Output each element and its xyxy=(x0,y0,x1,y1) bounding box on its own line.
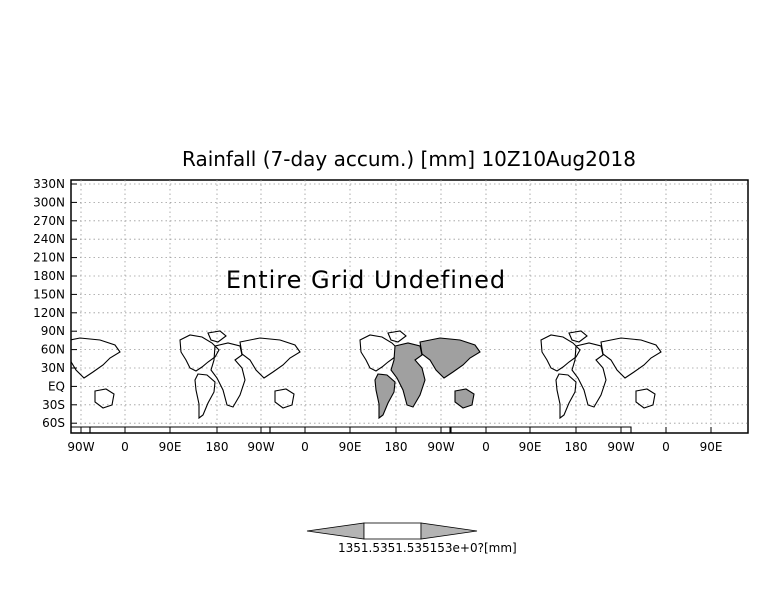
lon-tick-label: 0 xyxy=(301,440,309,454)
southAmerica-outline xyxy=(15,374,35,418)
australia-outline xyxy=(274,388,295,409)
southAmerica-outline xyxy=(555,373,577,420)
world-copy xyxy=(450,330,662,433)
australia-outline xyxy=(94,388,115,409)
lon-tick-label: 180 xyxy=(385,440,408,454)
lon-tick-label: 90E xyxy=(700,440,723,454)
lat-tick-label: 120N xyxy=(33,306,65,320)
colorbar-high-triangle xyxy=(420,522,478,540)
asia-outline xyxy=(419,337,481,379)
lat-tick-label: EQ xyxy=(48,379,65,393)
lat-tick-label: 60S xyxy=(42,416,65,430)
lon-tick-label: 90W xyxy=(67,440,94,454)
lon-tick-label: 90W xyxy=(427,440,454,454)
greenland-outline xyxy=(207,330,227,343)
asia-outline xyxy=(600,337,662,379)
greenland-outline xyxy=(387,330,407,343)
australia-outline xyxy=(454,388,475,409)
lat-tick-label: 90N xyxy=(41,324,65,338)
world-copy xyxy=(0,335,121,433)
lat-tick-label: 180N xyxy=(33,269,65,283)
antarctica-outline xyxy=(450,426,632,433)
lat-tick-label: 150N xyxy=(33,287,65,301)
australia-outline xyxy=(635,388,656,409)
asia-outline xyxy=(71,337,121,379)
undefined-grid-message: Entire Grid Undefined xyxy=(226,266,506,294)
colorbar: 1351.5351.535153e+0?[mm] xyxy=(306,522,517,555)
southAmerica-outline xyxy=(374,373,396,420)
asia-outline xyxy=(239,337,301,379)
lat-tick-label: 210N xyxy=(33,251,65,265)
world-copy xyxy=(269,330,481,433)
colorbar-label: 1351.5351.535153e+0?[mm] xyxy=(338,541,517,555)
continent-outlines xyxy=(0,330,662,433)
longitude-tick-labels: 90W 0 90E 180 90W 0 90E 180 90W 0 90E 180 90W 0 90E xyxy=(67,427,722,454)
northAmerica-outline xyxy=(179,334,220,372)
lat-tick-label: 330N xyxy=(33,177,65,191)
northAmerica-outline xyxy=(0,335,39,371)
lon-tick-label: 180 xyxy=(206,440,229,454)
lon-tick-label: 0 xyxy=(482,440,490,454)
lat-tick-label: 300N xyxy=(33,195,65,209)
map-title: Rainfall (7-day accum.) [mm] 10Z10Aug201… xyxy=(182,147,636,171)
lon-tick-label: 180 xyxy=(565,440,588,454)
lon-tick-label: 90W xyxy=(607,440,634,454)
lat-tick-label: 30S xyxy=(42,398,65,412)
lon-tick-label: 90W xyxy=(247,440,274,454)
lon-tick-label: 0 xyxy=(662,440,670,454)
northAmerica-outline xyxy=(540,334,581,372)
latitude-tick-labels: 330N 300N 270N 240N 210N 180N 150N 120N 90N 60N 30… xyxy=(33,177,77,430)
lat-tick-label: 30N xyxy=(41,361,65,375)
antarctica-outline xyxy=(269,426,451,433)
colorbar-mid-box xyxy=(363,522,422,540)
world-copy xyxy=(89,330,301,433)
lat-tick-label: 240N xyxy=(33,232,65,246)
southAmerica-outline xyxy=(194,373,216,420)
lon-tick-label: 90E xyxy=(519,440,542,454)
lat-tick-label: 270N xyxy=(33,214,65,228)
greenland-outline xyxy=(568,330,588,343)
lat-tick-label: 60N xyxy=(41,343,65,357)
northAmerica-outline xyxy=(359,334,400,372)
lon-tick-label: 90E xyxy=(339,440,362,454)
antarctica-outline xyxy=(89,426,271,433)
lon-tick-label: 0 xyxy=(121,440,129,454)
lon-tick-label: 90E xyxy=(159,440,182,454)
colorbar-low-triangle xyxy=(306,522,365,540)
